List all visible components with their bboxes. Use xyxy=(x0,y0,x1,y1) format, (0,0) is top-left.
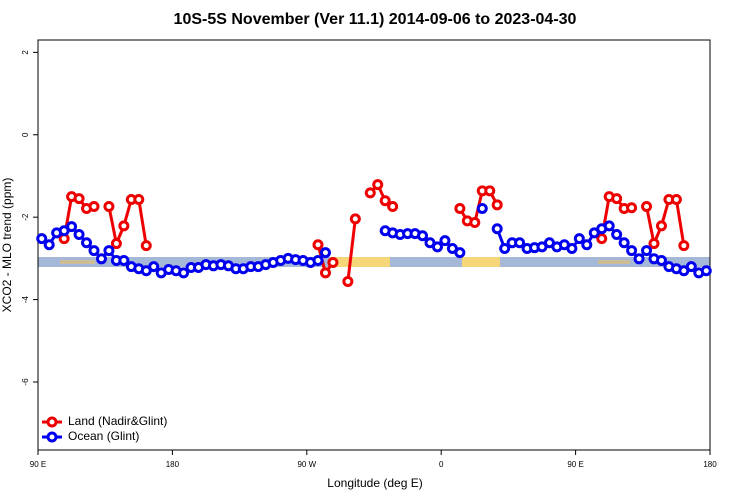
data-point xyxy=(603,220,615,232)
data-point xyxy=(36,233,48,245)
data-point xyxy=(655,220,667,232)
plot-frame xyxy=(37,39,711,451)
data-point xyxy=(95,253,107,265)
data-point xyxy=(88,245,100,257)
data-point xyxy=(178,267,190,279)
data-point xyxy=(43,239,55,251)
data-point xyxy=(372,179,384,191)
data-point xyxy=(103,200,115,212)
data-point xyxy=(319,267,331,279)
legend-label: Land (Nadir&Glint) xyxy=(68,414,167,428)
data-point xyxy=(641,245,653,257)
legend-label: Ocean (Glint) xyxy=(68,429,139,443)
data-point xyxy=(312,254,324,266)
data-point xyxy=(618,237,630,249)
data-point xyxy=(417,230,429,242)
data-point xyxy=(596,233,608,245)
legend-marker xyxy=(46,416,58,428)
data-point xyxy=(611,193,623,205)
data-point xyxy=(110,238,122,250)
data-point xyxy=(431,241,443,253)
land-band xyxy=(598,260,630,264)
data-point xyxy=(133,193,145,205)
data-point xyxy=(349,213,361,225)
y-tick-label: -6 xyxy=(21,378,30,386)
data-point xyxy=(491,223,503,235)
data-point xyxy=(364,187,376,199)
land-band xyxy=(60,260,95,264)
x-tick-label: 180 xyxy=(166,460,180,469)
data-point xyxy=(148,261,160,273)
chart-title: 10S-5S November (Ver 11.1) 2014-09-06 to… xyxy=(174,11,577,28)
data-point xyxy=(469,217,481,229)
data-point xyxy=(66,221,78,233)
x-tick-label: 90 E xyxy=(30,460,46,469)
data-point xyxy=(140,240,152,252)
data-point xyxy=(685,261,697,273)
y-tick-label: -2 xyxy=(21,213,30,221)
data-point xyxy=(118,220,130,232)
data-point xyxy=(611,228,623,240)
data-point xyxy=(648,238,660,250)
data-point xyxy=(454,203,466,215)
data-point xyxy=(491,199,503,211)
data-point xyxy=(581,239,593,251)
data-point xyxy=(118,254,130,266)
x-tick-label: 0 xyxy=(439,460,444,469)
data-point xyxy=(700,265,712,277)
data-point xyxy=(439,235,451,247)
data-point xyxy=(641,200,653,212)
data-point xyxy=(484,185,496,197)
data-point xyxy=(73,193,85,205)
data-point xyxy=(327,257,339,269)
land-band xyxy=(462,257,500,267)
x-tick-label: 90 W xyxy=(297,460,316,469)
data-point xyxy=(655,254,667,266)
data-point xyxy=(387,200,399,212)
data-point xyxy=(81,237,93,249)
y-tick-label: 0 xyxy=(21,132,30,137)
data-point xyxy=(626,245,638,257)
data-point xyxy=(342,275,354,287)
data-point xyxy=(626,202,638,214)
data-point xyxy=(566,243,578,255)
data-point xyxy=(312,239,324,251)
x-tick-label: 90 E xyxy=(567,460,583,469)
data-point xyxy=(670,193,682,205)
data-point xyxy=(633,253,645,265)
data-point xyxy=(319,247,331,259)
data-point xyxy=(88,200,100,212)
series-line xyxy=(107,197,148,249)
data-point xyxy=(73,228,85,240)
data-point xyxy=(476,203,488,215)
data-point xyxy=(379,195,391,207)
data-point xyxy=(514,237,526,249)
data-point xyxy=(573,233,585,245)
data-point xyxy=(678,240,690,252)
data-point xyxy=(499,243,511,255)
series-line xyxy=(346,218,357,282)
data-point xyxy=(454,247,466,259)
data-point xyxy=(103,245,115,257)
y-tick-label: -4 xyxy=(21,295,30,303)
legend-marker xyxy=(46,431,58,443)
x-axis-label: Longitude (deg E) xyxy=(327,476,422,490)
y-axis-label: XCO2 - MLO trend (ppm) xyxy=(0,178,14,313)
series-line xyxy=(645,197,686,249)
x-tick-label: 180 xyxy=(703,460,717,469)
land-band xyxy=(330,257,390,267)
y-tick-label: 2 xyxy=(21,50,30,55)
